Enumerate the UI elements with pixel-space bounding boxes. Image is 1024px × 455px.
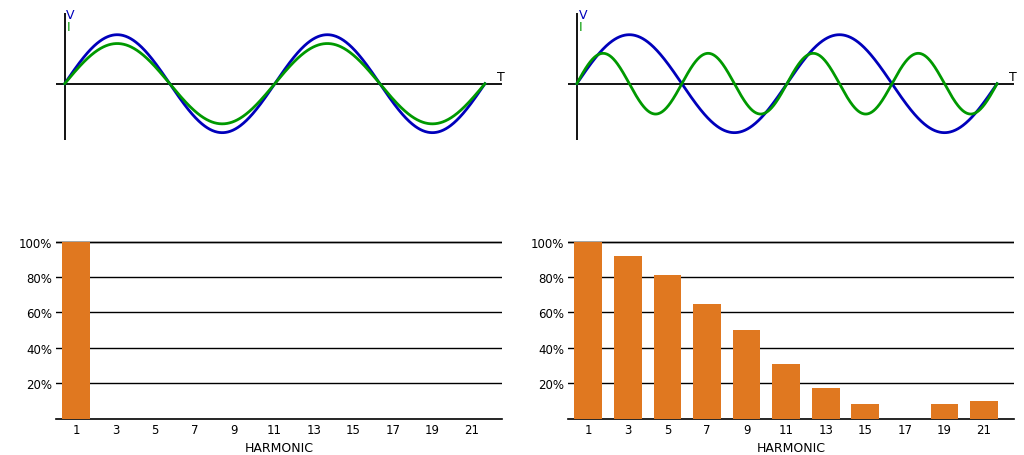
Text: T: T (1009, 71, 1017, 84)
Bar (653, 276, 681, 419)
Bar (970, 401, 998, 419)
Text: I: I (579, 21, 582, 34)
Bar (931, 404, 958, 419)
Bar (574, 242, 602, 419)
Bar (812, 389, 840, 419)
X-axis label: HARMONIC: HARMONIC (245, 441, 313, 454)
Text: V: V (579, 9, 587, 21)
X-axis label: HARMONIC: HARMONIC (757, 441, 825, 454)
Bar (693, 304, 721, 419)
Bar (772, 364, 800, 419)
Text: V: V (67, 9, 75, 21)
Bar (614, 256, 642, 419)
Bar (62, 242, 90, 419)
Bar (733, 330, 761, 419)
Text: I: I (67, 21, 70, 34)
Text: T: T (497, 71, 505, 84)
Bar (852, 404, 880, 419)
